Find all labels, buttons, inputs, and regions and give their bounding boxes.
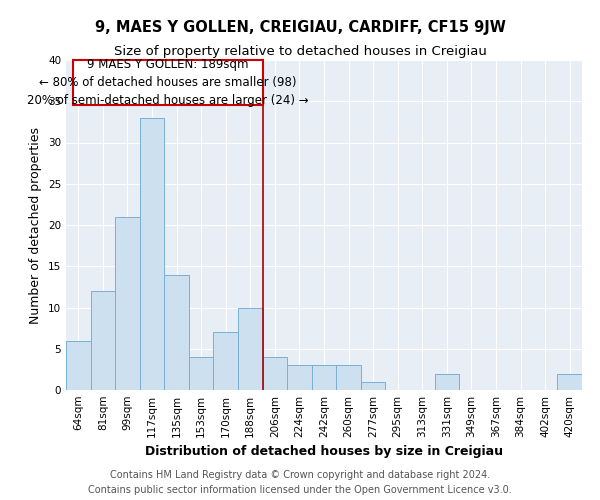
Bar	[91, 291, 115, 390]
Bar	[336, 365, 361, 390]
Text: 9, MAES Y GOLLEN, CREIGIAU, CARDIFF, CF15 9JW: 9, MAES Y GOLLEN, CREIGIAU, CARDIFF, CF1…	[95, 20, 505, 35]
X-axis label: Distribution of detached houses by size in Creigiau: Distribution of detached houses by size …	[145, 446, 503, 458]
Y-axis label: Number of detached properties: Number of detached properties	[29, 126, 43, 324]
Bar	[73, 60, 263, 106]
Bar	[263, 357, 287, 390]
Text: 9 MAES Y GOLLEN: 189sqm
← 80% of detached houses are smaller (98)
20% of semi-de: 9 MAES Y GOLLEN: 189sqm ← 80% of detache…	[27, 58, 309, 107]
Text: Contains public sector information licensed under the Open Government Licence v3: Contains public sector information licen…	[88, 485, 512, 495]
Text: Contains HM Land Registry data © Crown copyright and database right 2024.: Contains HM Land Registry data © Crown c…	[110, 470, 490, 480]
Bar	[238, 308, 263, 390]
Bar	[189, 357, 214, 390]
Bar	[164, 274, 189, 390]
Bar	[434, 374, 459, 390]
Bar	[312, 365, 336, 390]
Bar	[361, 382, 385, 390]
Bar	[214, 332, 238, 390]
Bar	[140, 118, 164, 390]
Bar	[557, 374, 582, 390]
Text: Size of property relative to detached houses in Creigiau: Size of property relative to detached ho…	[113, 45, 487, 58]
Bar	[66, 340, 91, 390]
Bar	[115, 217, 140, 390]
Bar	[287, 365, 312, 390]
